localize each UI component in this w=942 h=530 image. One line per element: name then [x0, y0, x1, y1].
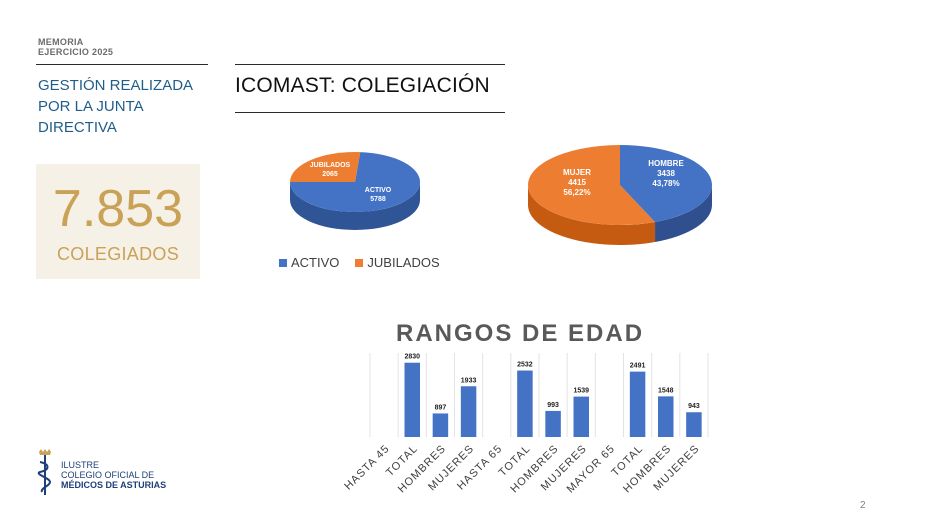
pie2-label-hombre: HOMBRE — [648, 159, 684, 168]
bar-value-label: 943 — [688, 403, 700, 410]
category-label: HASTA 45 — [342, 443, 392, 493]
bar-value-label: 2830 — [404, 354, 420, 361]
bar-chart-value-labels: 2830 897 1933 2532 993 1539 2491 1548 943 — [404, 354, 699, 412]
logo-line1: ILUSTRE — [61, 460, 100, 470]
pie1-value-activo: 5788 — [370, 196, 386, 203]
logo-line2: COLEGIO OFICIAL DE — [61, 470, 155, 480]
legend-swatch-jubilados — [355, 258, 364, 267]
pie2-slice-hombre — [620, 145, 712, 222]
logo-text: ILUSTRE COLEGIO OFICIAL DE MÉDICOS DE AS… — [61, 460, 166, 490]
legend-item-jubilados: JUBILADOS — [355, 255, 440, 270]
logo-line3: MÉDICOS DE ASTURIAS — [61, 480, 167, 490]
memoria-line1: MEMORIA — [38, 37, 84, 47]
bar-mujeres-3 — [460, 386, 477, 437]
pie2-slice-side-mujer — [528, 185, 656, 245]
bar-total-5 — [517, 370, 533, 437]
pie1-slice-jubilados — [290, 152, 361, 182]
age-ranges-bar-chart: 2830 897 1933 2532 993 1539 2491 1548 943 HASTA … — [342, 353, 709, 496]
bar-value-label: 1539 — [573, 388, 589, 395]
bar-total-1 — [404, 362, 420, 437]
bar-hombres-2 — [432, 413, 449, 437]
pie1-slice-activo — [290, 152, 420, 212]
pie1-side — [290, 182, 420, 230]
bar-chart-bars — [404, 362, 702, 437]
legend-label-activo: ACTIVO — [291, 255, 340, 270]
pie2-value-hombre: 3438 — [657, 169, 675, 178]
bar-value-label: 897 — [435, 404, 447, 411]
bar-mujeres-7 — [573, 396, 589, 437]
bar-hombres-6 — [545, 410, 561, 437]
bar-value-label: 993 — [547, 402, 559, 409]
colegiados-count: 7.853 — [52, 180, 184, 238]
pie1-label-activo: ACTIVO — [365, 187, 392, 194]
page-title: ICOMAST: COLEGIACIÓN — [235, 74, 490, 97]
age-ranges-chart-title: RANGOS DE EDAD — [396, 320, 645, 347]
bar-mujeres-11 — [686, 412, 702, 437]
hombre-mujer-pie-chart: MUJER 4415 56,22% HOMBRE 3438 43,78% — [528, 145, 712, 245]
bar-total-9 — [629, 371, 646, 437]
legend-swatch-activo — [279, 258, 287, 267]
pie1-slice-side-activo — [290, 182, 420, 230]
memoria-header: MEMORIA EJERCICIO 2025 — [38, 37, 113, 57]
bar-chart-separators — [369, 353, 709, 437]
memoria-line2: EJERCICIO 2025 — [38, 47, 114, 57]
pie1-legend: ACTIVO JUBILADOS — [279, 255, 440, 270]
divider-title-bottom — [235, 112, 505, 113]
pie1-label-jubilados: JUBILADOS — [310, 162, 351, 169]
bar-value-label: 1933 — [461, 377, 477, 384]
pie2-percent-hombre: 43,78% — [652, 179, 679, 188]
pie2-slice-mujer — [528, 145, 656, 225]
pie2-value-mujer: 4415 — [568, 178, 586, 187]
legend-item-activo: ACTIVO — [279, 255, 339, 270]
pie2-label-mujer: MUJER — [563, 168, 591, 177]
legend-label-jubilados: JUBILADOS — [367, 255, 440, 270]
pie2-slice-side-hombre — [655, 185, 712, 242]
bar-hombres-10 — [658, 396, 674, 437]
caduceus-crown-icon — [37, 449, 52, 495]
pie1-value-jubilados: 2065 — [322, 171, 338, 178]
bar-value-label: 2532 — [517, 362, 533, 369]
pie2-percent-mujer: 56,22% — [563, 188, 590, 197]
bar-value-label: 2491 — [630, 363, 646, 370]
colegiados-label: COLEGIADOS — [56, 244, 180, 264]
section-title: GESTIÓN REALIZADA POR LA JUNTA DIRECTIVA — [38, 77, 193, 136]
colegiados-stat-card: 7.853 COLEGIADOS — [36, 164, 200, 279]
page-number: 2 — [860, 500, 866, 511]
activo-jubilados-pie-chart: JUBILADOS 2065 ACTIVO 5788 — [290, 152, 420, 230]
divider-title-top — [235, 64, 505, 65]
divider-left — [36, 64, 208, 65]
bar-value-label: 1548 — [658, 387, 674, 394]
